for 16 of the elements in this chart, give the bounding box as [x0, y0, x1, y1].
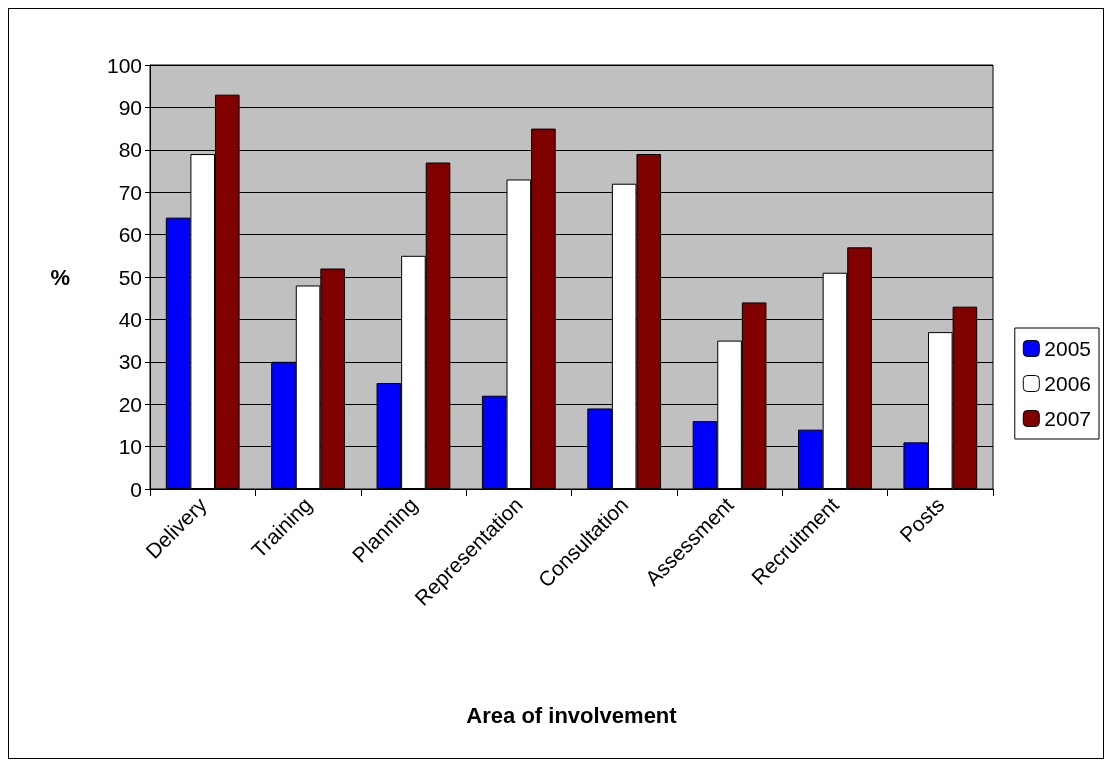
legend-label: 2007 — [1044, 407, 1091, 430]
y-tick-label: 0 — [130, 477, 142, 501]
y-tick-label: 80 — [118, 138, 142, 162]
y-tick-label: 30 — [118, 350, 142, 374]
legend-label: 2005 — [1044, 337, 1091, 360]
y-tick-label: 50 — [118, 265, 142, 289]
y-axis-title: % — [50, 264, 70, 290]
y-tick-label: 90 — [118, 95, 142, 119]
y-tick-label: 100 — [106, 53, 142, 77]
legend-label: 2006 — [1044, 372, 1091, 395]
y-tick-label: 60 — [118, 223, 142, 247]
y-tick-label: 70 — [118, 180, 142, 204]
x-axis-title: Area of involvement — [466, 702, 678, 728]
y-tick-label: 10 — [118, 435, 142, 459]
y-tick-label: 40 — [118, 307, 142, 331]
y-tick-label: 20 — [118, 392, 142, 416]
